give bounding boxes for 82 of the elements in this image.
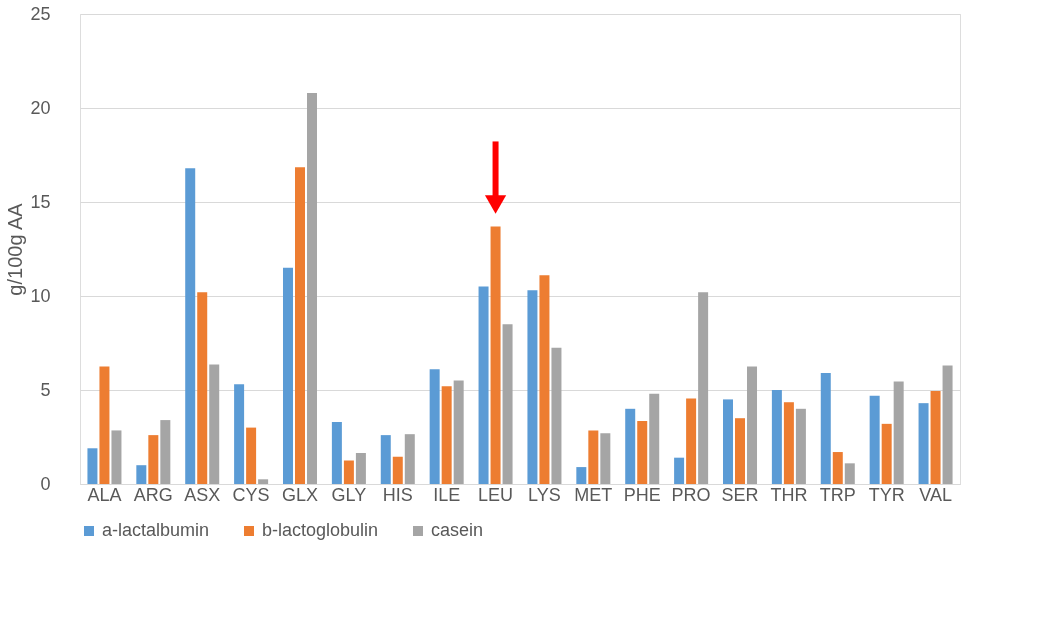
bar	[722, 399, 733, 484]
y-axis-title: g/100g AA	[4, 202, 27, 296]
x-tick-label: GLX	[281, 484, 319, 505]
y-tick-label: 25	[30, 3, 51, 24]
legend-label: b-lactoglobulin	[262, 520, 379, 540]
x-tick-label: ARG	[133, 484, 173, 505]
bar	[282, 267, 293, 484]
bar	[637, 421, 648, 484]
bar	[295, 167, 305, 484]
x-tick-label: ASX	[184, 484, 221, 505]
bar	[881, 423, 892, 484]
bar	[490, 226, 501, 484]
bar	[832, 452, 843, 484]
x-tick-label: SER	[721, 484, 759, 505]
y-tick-label: 20	[30, 97, 51, 118]
x-tick-label: LYS	[528, 484, 561, 505]
bar	[234, 384, 245, 484]
bar	[844, 463, 855, 484]
bar	[747, 366, 758, 484]
bar	[576, 467, 587, 484]
bar	[331, 421, 342, 484]
bar	[111, 430, 122, 484]
bar	[686, 398, 697, 484]
y-tick-label: 0	[40, 473, 51, 494]
bar	[136, 465, 147, 484]
x-tick-label: ILE	[433, 484, 461, 505]
x-tick-label: MET	[574, 484, 613, 505]
bar	[820, 373, 831, 484]
bar	[429, 369, 440, 484]
bar	[893, 381, 904, 484]
x-tick-label: ALA	[87, 484, 122, 505]
bar	[209, 364, 220, 484]
y-tick-label: 10	[30, 285, 51, 306]
bar	[392, 456, 403, 484]
bar	[307, 92, 318, 484]
bar	[674, 457, 685, 484]
bar	[343, 460, 354, 484]
bar	[539, 275, 550, 484]
bar	[453, 380, 464, 484]
bar	[87, 448, 98, 484]
bar	[527, 290, 538, 484]
x-tick-label: GLY	[331, 484, 367, 505]
bar	[625, 408, 636, 484]
bar	[148, 435, 159, 484]
legend-label: a-lactalbumin	[102, 520, 210, 540]
bar	[258, 479, 269, 484]
x-tick-label: THR	[770, 484, 808, 505]
x-tick-label: LEU	[478, 484, 514, 505]
bar	[380, 435, 391, 484]
bar	[771, 390, 782, 484]
bar	[478, 286, 489, 484]
bar	[588, 430, 599, 484]
y-tick-label: 5	[40, 379, 51, 400]
x-tick-label: HIS	[382, 484, 413, 505]
bar	[404, 434, 415, 484]
bar	[918, 403, 929, 484]
bar	[246, 427, 257, 484]
bar	[942, 365, 953, 484]
x-tick-label: TRP	[819, 484, 856, 505]
bar	[600, 433, 611, 484]
bar	[783, 402, 794, 484]
bar	[735, 418, 745, 484]
bar	[197, 292, 208, 484]
bar	[441, 386, 452, 484]
x-tick-label: PHE	[623, 484, 661, 505]
bar	[795, 408, 806, 484]
bar	[355, 452, 366, 484]
bar	[185, 168, 196, 484]
bar	[160, 420, 171, 484]
y-tick-label: 15	[30, 191, 51, 212]
bar	[99, 366, 110, 484]
bar	[502, 324, 513, 484]
x-tick-label: CYS	[232, 484, 270, 505]
legend-label: casein	[431, 520, 484, 540]
bar	[551, 347, 562, 484]
x-tick-label: TYR	[868, 484, 905, 505]
bar	[649, 393, 660, 484]
x-tick-label: VAL	[919, 484, 952, 505]
bar	[869, 395, 880, 484]
bar	[930, 390, 941, 484]
x-tick-label: PRO	[671, 484, 711, 505]
bar	[698, 292, 709, 484]
